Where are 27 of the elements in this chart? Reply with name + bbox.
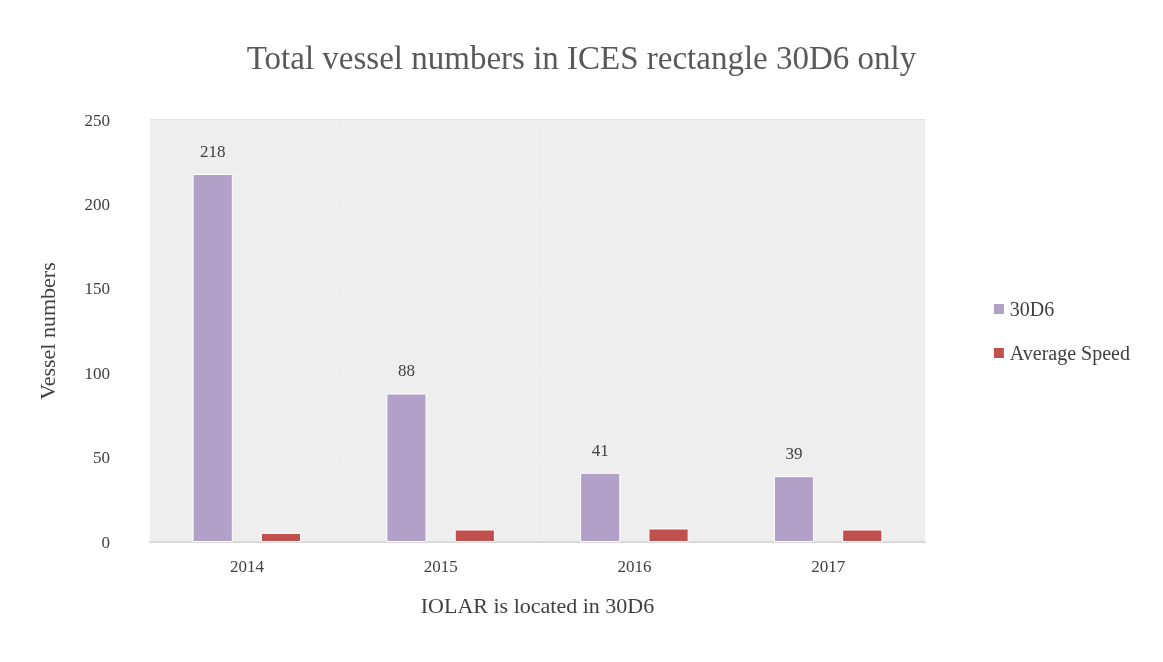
x-tick-label: 2016 xyxy=(617,557,652,576)
data-label: 88 xyxy=(397,361,415,381)
y-tick-label: 150 xyxy=(84,279,110,299)
data-label: 218 xyxy=(199,142,226,162)
y-tick-label: 50 xyxy=(93,448,110,468)
y-tick-label: 0 xyxy=(101,532,110,552)
data-label: 41 xyxy=(591,440,609,460)
bar xyxy=(842,529,883,542)
y-tick-label: 250 xyxy=(84,110,110,130)
x-axis-title: IOLAR is located in 30D6 xyxy=(420,592,655,618)
bar xyxy=(773,476,815,542)
bar xyxy=(454,529,495,542)
x-tick-label: 2014 xyxy=(229,557,265,576)
bar xyxy=(648,528,689,542)
bar xyxy=(580,472,621,542)
x-tick-label: 2015 xyxy=(423,557,458,576)
x-tick-label: 2017 xyxy=(811,557,846,576)
chart-title: Total vessel numbers in ICES rectangle 30D6 only xyxy=(246,39,917,76)
y-axis-title: Vessel numbers xyxy=(34,262,60,400)
data-label: 39 xyxy=(785,444,803,464)
bar xyxy=(192,174,233,542)
legend-label: Average Speed xyxy=(1009,342,1131,365)
bar xyxy=(386,393,427,542)
y-tick-label: 100 xyxy=(84,363,110,383)
bar xyxy=(260,532,302,542)
y-tick-label: 200 xyxy=(84,194,110,214)
legend-label: 30D6 xyxy=(1009,298,1055,320)
